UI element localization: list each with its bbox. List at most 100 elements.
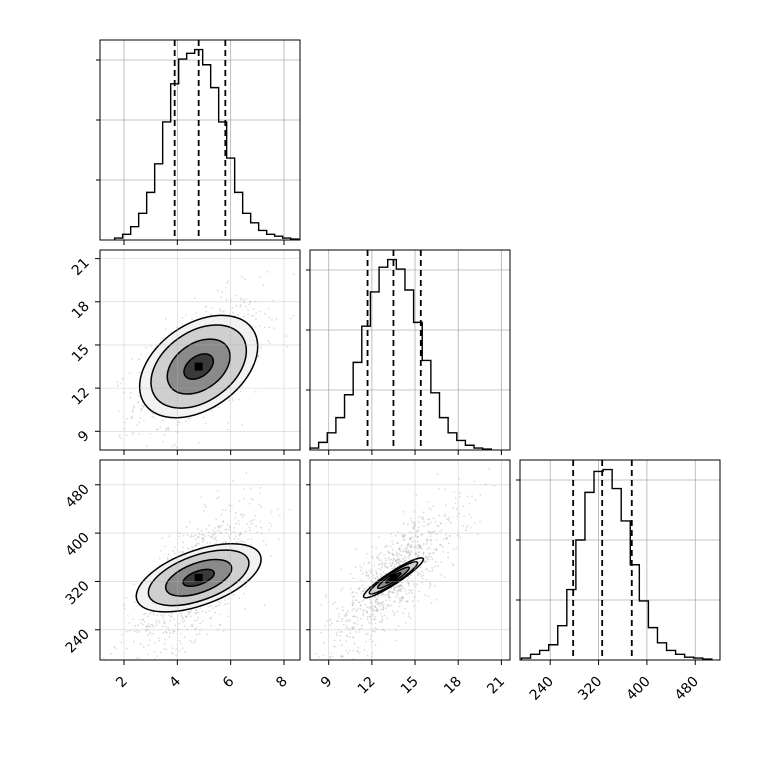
scatter-point <box>404 538 406 541</box>
scatter-point <box>473 480 476 483</box>
scatter-point <box>222 521 225 523</box>
scatter-point <box>151 624 154 626</box>
scatter-point <box>390 564 393 567</box>
scatter-point <box>474 522 476 525</box>
scatter-point <box>430 538 433 541</box>
panel-frame <box>99 459 301 661</box>
scatter-point <box>427 595 430 597</box>
scatter-point <box>259 310 262 313</box>
scatter-point <box>368 606 371 609</box>
scatter-point <box>164 317 167 320</box>
scatter-point <box>342 609 344 612</box>
scatter-point <box>360 627 363 630</box>
scatter-point <box>330 652 332 655</box>
scatter-point <box>124 421 126 424</box>
scatter-point <box>392 554 394 556</box>
scatter-point <box>408 531 411 534</box>
scatter-point <box>161 337 164 339</box>
scatter-point <box>138 657 141 660</box>
scatter-point <box>397 590 400 592</box>
scatter-point <box>234 535 237 538</box>
scatter-point <box>424 555 427 558</box>
scatter-point <box>356 650 359 653</box>
scatter-point <box>397 558 399 561</box>
scatter-point <box>235 522 237 525</box>
scatter-point <box>172 550 174 552</box>
scatter-point <box>243 315 245 318</box>
scatter-point <box>387 592 390 595</box>
scatter-point <box>396 584 399 587</box>
scatter-point <box>437 565 439 568</box>
scatter-point <box>232 399 234 401</box>
scatter-point <box>411 592 414 594</box>
scatter-point <box>127 615 129 617</box>
scatter-point <box>418 590 420 593</box>
scatter-point <box>141 408 144 411</box>
scatter-point <box>164 429 167 432</box>
scatter-point <box>449 535 451 537</box>
scatter-point <box>217 526 220 529</box>
scatter-point <box>395 560 398 562</box>
scatter-point <box>441 545 444 548</box>
scatter-point <box>258 503 261 506</box>
scatter-point <box>178 421 181 424</box>
scatter-point <box>380 559 383 562</box>
scatter-point <box>397 593 400 596</box>
scatter-point <box>288 508 291 511</box>
scatter-point <box>427 518 430 521</box>
scatter-point <box>191 318 193 320</box>
scatter-point <box>195 633 198 636</box>
scatter-point <box>267 307 270 310</box>
scatter-point <box>385 566 388 569</box>
scatter-point <box>260 505 262 508</box>
scatter-point <box>390 565 392 567</box>
scatter-point <box>341 586 344 589</box>
scatter-point <box>148 625 151 628</box>
scatter-point <box>200 533 203 536</box>
scatter-point <box>411 551 413 553</box>
scatter-point <box>488 467 490 470</box>
scatter-point <box>373 610 376 613</box>
scatter-point <box>195 543 198 546</box>
scatter-point <box>167 553 170 556</box>
scatter-point <box>188 611 190 614</box>
scatter-point <box>351 604 354 606</box>
scatter-point <box>398 584 401 587</box>
scatter-point <box>447 518 450 521</box>
scatter-point <box>145 625 148 628</box>
scatter-point <box>354 622 357 625</box>
scatter-point <box>273 327 276 330</box>
scatter-point <box>395 639 398 642</box>
scatter-point <box>391 553 394 556</box>
scatter-point <box>202 533 205 536</box>
scatter-point <box>399 546 401 549</box>
scatter-point <box>404 559 406 562</box>
scatter-point <box>353 642 356 645</box>
scatter-point <box>362 613 364 616</box>
scatter-point <box>102 657 105 659</box>
scatter-point <box>147 615 149 618</box>
scatter-point <box>126 418 128 420</box>
scatter-point <box>182 617 184 620</box>
scatter-point <box>397 548 400 550</box>
scatter-point <box>150 611 152 614</box>
scatter-point <box>430 543 433 546</box>
scatter-point <box>394 534 397 537</box>
scatter-point <box>262 284 265 287</box>
scatter-point <box>144 612 147 615</box>
scatter-point <box>181 621 184 623</box>
scatter-point <box>407 612 410 615</box>
scatter-point <box>396 585 398 588</box>
scatter-point <box>344 615 347 618</box>
scatter-point <box>408 552 411 555</box>
scatter-point <box>245 298 248 300</box>
scatter-point <box>434 521 437 523</box>
scatter-point <box>356 609 359 612</box>
scatter-point <box>406 579 409 582</box>
scatter-point <box>373 564 376 567</box>
scatter-point <box>451 563 454 565</box>
scatter-point <box>418 544 421 547</box>
scatter-point <box>369 605 372 608</box>
scatter-point <box>334 601 337 603</box>
scatter-point <box>188 639 191 642</box>
